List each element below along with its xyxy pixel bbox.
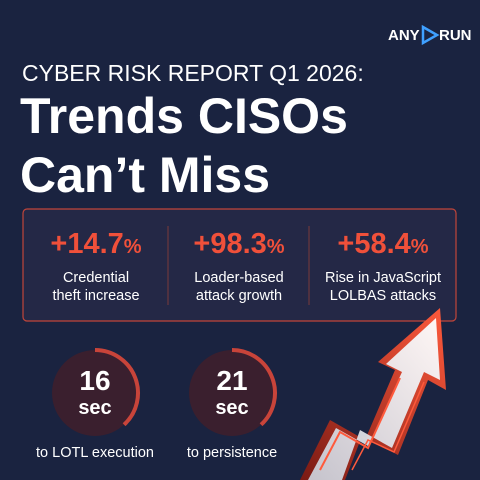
brand-right: RUN [439, 27, 472, 44]
brand-icon [421, 24, 440, 46]
timer-label: to persistence [187, 445, 277, 461]
stat-value: +98.3% [193, 228, 284, 260]
timer-unit: sec [78, 397, 111, 419]
stat-label: Credential [63, 270, 129, 286]
stat-label: theft increase [52, 288, 139, 304]
stat-unit: % [267, 236, 285, 258]
timer-unit: sec [215, 397, 248, 419]
stat-unit: % [411, 236, 429, 258]
kicker: CYBER RISK REPORT Q1 2026: [22, 60, 364, 86]
stat-label: Rise in JavaScript [325, 270, 441, 286]
arrow-graphic [300, 308, 446, 480]
stat-label: LOLBAS attacks [330, 288, 436, 304]
brand-logo: ANY RUN [388, 24, 472, 46]
stat-number: +14.7 [50, 228, 123, 260]
title-line: Trends CISOs [20, 88, 348, 144]
stats-box [22, 208, 457, 322]
stat-number: +98.3 [193, 228, 266, 260]
timer-arc [231, 348, 277, 427]
timer-value: 16 [79, 365, 110, 396]
stat-label: attack growth [196, 288, 282, 304]
timer-disc [52, 350, 138, 436]
timer-disc [189, 350, 275, 436]
stat-value: +14.7% [50, 228, 141, 260]
timer-label: to LOTL execution [36, 445, 154, 461]
title-line: Can’t Miss [20, 147, 270, 203]
stat-number: +58.4 [337, 228, 410, 260]
brand-left: ANY [388, 27, 420, 44]
timer-value: 21 [216, 365, 247, 396]
timer-arc [94, 348, 140, 427]
stat-value: +58.4% [337, 228, 428, 260]
stat-unit: % [124, 236, 142, 258]
stat-label: Loader-based [194, 270, 284, 286]
